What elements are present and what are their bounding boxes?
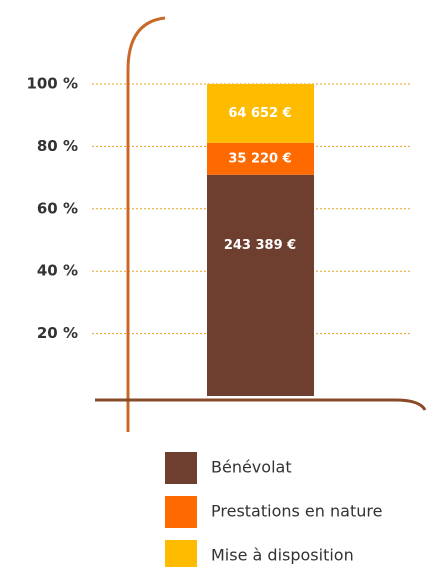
baseline-decoration <box>95 398 427 411</box>
value-label: 243 389 € <box>224 238 296 253</box>
legend-swatch <box>165 496 197 528</box>
value-label: 64 652 € <box>228 106 291 121</box>
legend-swatch <box>165 540 197 567</box>
y-tick-label: 80 % <box>37 137 78 155</box>
y-tick-label: 20 % <box>37 324 78 342</box>
legend-label: Prestations en nature <box>211 502 382 521</box>
y-tick-label: 40 % <box>37 262 78 280</box>
legend-label: Bénévolat <box>211 458 292 477</box>
bar-segment <box>207 174 314 396</box>
axis-decoration <box>126 16 166 432</box>
legend-label: Mise à disposition <box>211 546 354 565</box>
value-label: 35 220 € <box>228 151 291 166</box>
bar-segment <box>207 84 314 143</box>
y-tick-label: 100 % <box>26 75 78 93</box>
y-tick-label: 60 % <box>37 199 78 217</box>
legend-swatch <box>165 452 197 484</box>
bar-segment <box>207 142 314 175</box>
